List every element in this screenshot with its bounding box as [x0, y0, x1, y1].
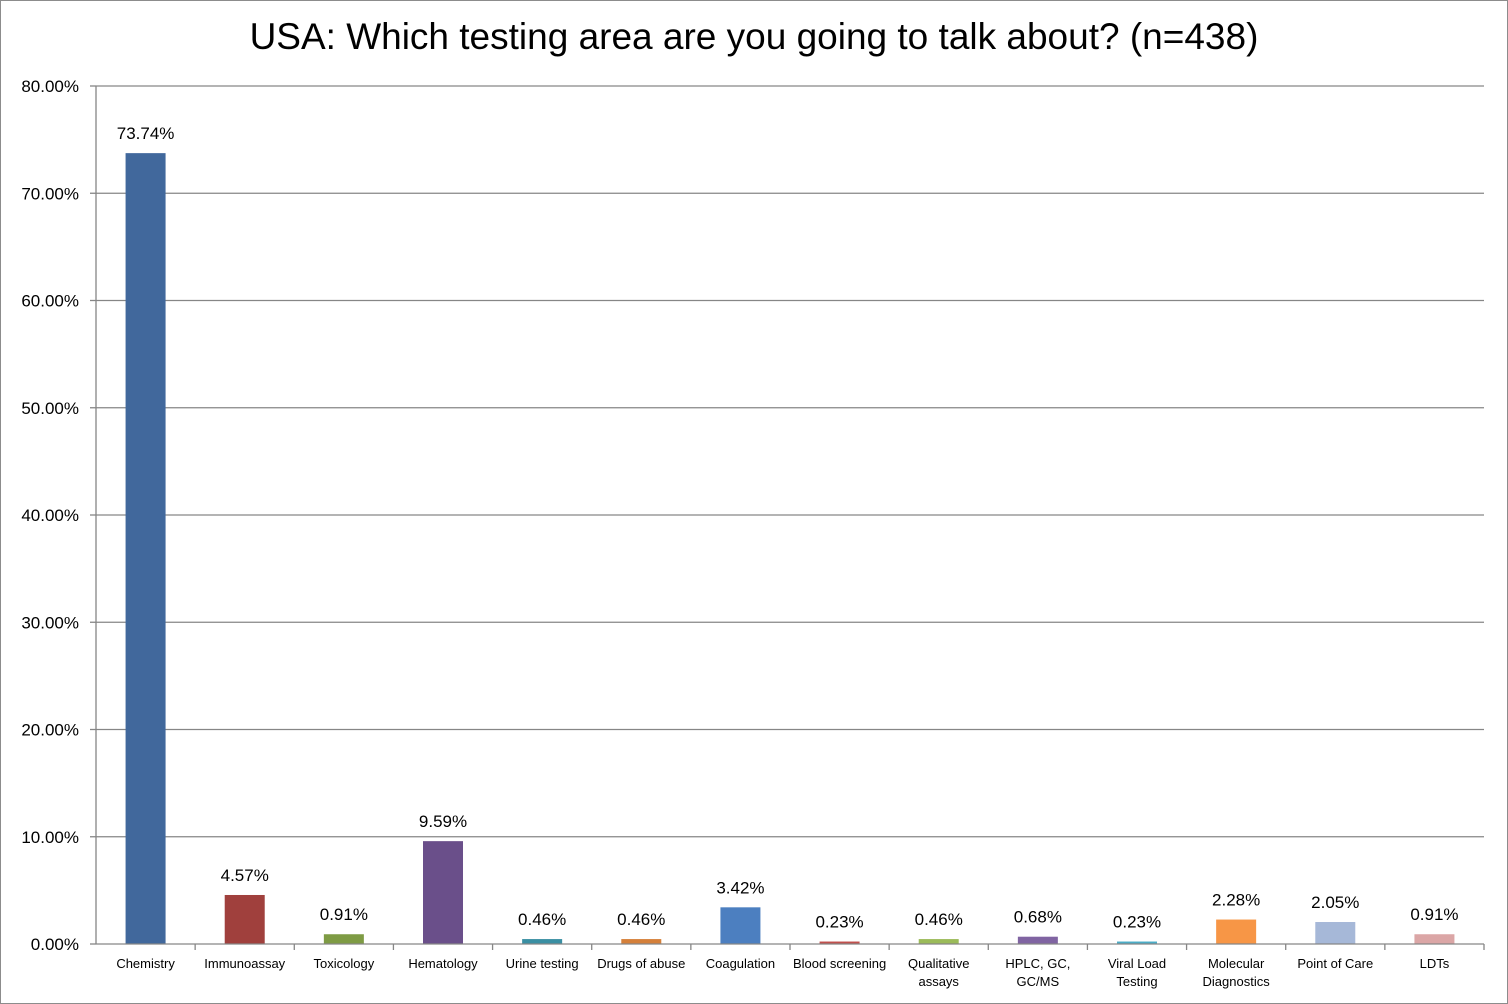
category-label: Urine testing [506, 956, 579, 971]
data-label: 0.23% [1113, 913, 1161, 932]
y-tick-label: 20.00% [21, 721, 79, 740]
category-label: LDTs [1420, 956, 1450, 971]
data-label: 9.59% [419, 812, 467, 831]
category-label: Diagnostics [1203, 974, 1271, 989]
bar [1117, 941, 1157, 944]
y-tick-label: 70.00% [21, 184, 79, 203]
data-label: 0.23% [815, 913, 863, 932]
category-label: Testing [1116, 974, 1157, 989]
data-label: 0.46% [617, 910, 665, 929]
y-tick-label: 0.00% [31, 935, 79, 954]
data-labels: 73.74% 4.57% 0.91% 9.59% 0.46% 0.46% 3.42% 0.23… [117, 124, 1459, 931]
bar [720, 907, 761, 944]
data-label: 3.42% [716, 878, 764, 897]
category-label: Qualitative [908, 956, 969, 971]
data-label: 0.91% [1410, 905, 1458, 924]
bar [1017, 936, 1058, 944]
bar [125, 153, 166, 945]
category-label: Molecular [1208, 956, 1265, 971]
bar [621, 939, 662, 944]
category-label: assays [918, 974, 959, 989]
bar [1414, 934, 1455, 944]
y-tick-label: 80.00% [21, 77, 79, 96]
bar [522, 939, 563, 944]
category-label: Point of Care [1297, 956, 1373, 971]
y-tick-label: 50.00% [21, 399, 79, 418]
y-tick-label: 30.00% [21, 613, 79, 632]
gridlines [90, 85, 1485, 950]
category-label: Drugs of abuse [597, 956, 685, 971]
category-label: Hematology [408, 956, 478, 971]
bar [1315, 922, 1356, 944]
axes [95, 86, 1484, 945]
bars [125, 153, 1455, 945]
bar [323, 934, 364, 944]
data-label: 4.57% [221, 866, 269, 885]
category-labels: Chemistry Immunoassay Toxicology Hematology… [116, 956, 1449, 989]
bar [224, 894, 265, 944]
category-label: Immunoassay [204, 956, 285, 971]
bar [1216, 919, 1257, 944]
bar [918, 939, 959, 944]
category-label: Viral Load [1108, 956, 1166, 971]
y-tick-label: 10.00% [21, 828, 79, 847]
data-label: 2.05% [1311, 893, 1359, 912]
category-label: Toxicology [314, 956, 375, 971]
bar [423, 841, 463, 944]
data-label: 2.28% [1212, 891, 1260, 910]
y-tick-label: 40.00% [21, 506, 79, 525]
data-label: 0.68% [1014, 908, 1062, 927]
category-label: HPLC, GC, [1005, 956, 1070, 971]
bar [819, 941, 860, 944]
category-label: Blood screening [793, 956, 886, 971]
chart-title: USA: Which testing area are you going to… [249, 16, 1259, 57]
data-label: 0.46% [518, 910, 566, 929]
data-label: 73.74% [117, 124, 175, 143]
category-label: Coagulation [706, 956, 775, 971]
y-tick-label: 60.00% [21, 292, 79, 311]
y-axis-tick-labels: 0.00% 10.00% 20.00% 30.00% 40.00% 50.00% 60.00… [21, 77, 79, 954]
data-label: 0.46% [915, 910, 963, 929]
data-label: 0.91% [320, 905, 368, 924]
category-label: Chemistry [116, 956, 175, 971]
category-label: GC/MS [1017, 974, 1060, 989]
